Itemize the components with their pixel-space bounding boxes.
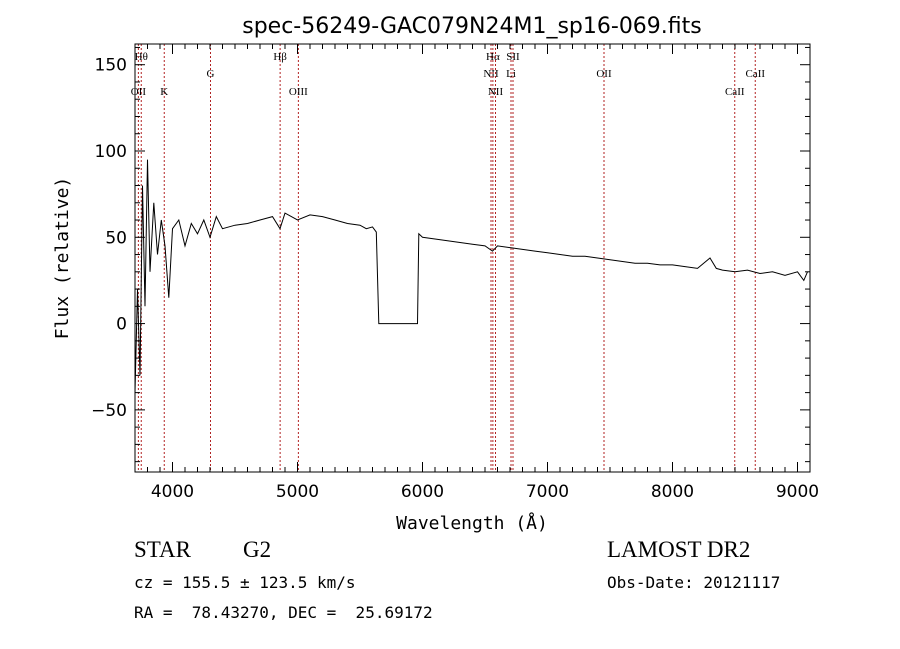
object-class: STAR xyxy=(134,537,191,562)
y-tick-label: 150 xyxy=(95,56,127,76)
y-tick-label: −50 xyxy=(91,401,127,421)
chart-title: spec-56249-GAC079N24M1_sp16-069.fits xyxy=(242,14,702,39)
velocity-readout: cz = 155.5 ± 123.5 km/s xyxy=(134,573,356,592)
x-tick-label: 8000 xyxy=(651,482,694,502)
line-marker-label: G xyxy=(207,68,215,80)
line-marker-label: SII xyxy=(506,51,520,63)
spectrum-series xyxy=(134,159,808,393)
line-marker-label: NII xyxy=(488,86,504,98)
line-marker-label: NII xyxy=(483,68,499,80)
y-tick-label: 100 xyxy=(95,142,127,162)
line-marker-label: OII xyxy=(131,86,147,98)
x-tick-label: 7000 xyxy=(526,482,569,502)
observation-date: Obs-Date: 20121117 xyxy=(607,573,781,592)
line-marker-label: CaII xyxy=(725,86,745,98)
line-marker-label: Hβ xyxy=(273,51,287,63)
line-marker-label: CaII xyxy=(745,68,765,80)
y-tick-label: 0 xyxy=(116,315,127,335)
y-axis: −50 0 50 100 150 xyxy=(91,46,810,463)
y-axis-label: Flux (relative) xyxy=(52,177,73,340)
line-marker-label: OIII xyxy=(289,86,308,98)
x-tick-label: 4000 xyxy=(151,482,194,502)
plot-frame xyxy=(134,43,811,473)
spectrum-line xyxy=(134,159,808,393)
line-marker-label: K xyxy=(160,86,168,98)
x-axis-label: Wavelength (Å) xyxy=(396,512,548,534)
survey-name: LAMOST DR2 xyxy=(607,537,751,562)
x-axis: 4000 5000 6000 7000 8000 9000 xyxy=(134,44,819,502)
object-subclass: G2 xyxy=(243,537,272,562)
x-tick-label: 6000 xyxy=(401,482,444,502)
line-marker-label: OII xyxy=(596,68,612,80)
line-marker-label: Li xyxy=(506,68,516,80)
x-tick-label: 9000 xyxy=(776,482,819,502)
coordinates-readout: RA = 78.43270, DEC = 25.69172 xyxy=(134,603,433,622)
x-tick-label: 5000 xyxy=(276,482,319,502)
line-marker-label: Hθ xyxy=(135,51,148,63)
y-tick-label: 50 xyxy=(105,228,127,248)
line-marker-label: Hα xyxy=(486,51,500,63)
